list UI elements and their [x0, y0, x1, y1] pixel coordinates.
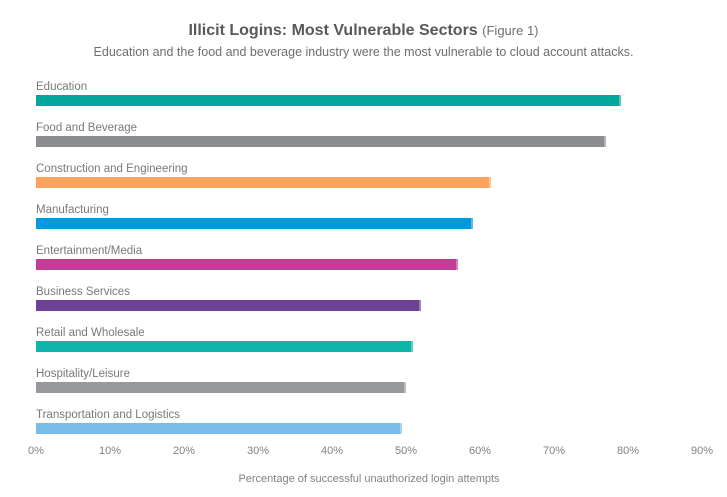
chart-title: Illicit Logins: Most Vulnerable Sectors … [0, 21, 727, 40]
bar-category-label: Transportation and Logistics [36, 409, 181, 421]
x-axis-tick-label: 30% [246, 445, 270, 457]
bar-track [36, 177, 702, 188]
bar-category-label: Manufacturing [36, 204, 109, 216]
bar-row: Construction and Engineering [36, 162, 702, 188]
bar [36, 177, 492, 188]
bar [36, 300, 421, 311]
x-axis-tick-label: 60% [468, 445, 492, 457]
bar-row: Business Services [36, 285, 702, 311]
bar-category-label: Business Services [36, 286, 130, 298]
bar-row: Transportation and Logistics [36, 408, 702, 434]
x-axis-tick-label: 70% [542, 445, 566, 457]
bar-category-label: Retail and Wholesale [36, 327, 145, 339]
bar [36, 136, 606, 147]
bar-row: Food and Beverage [36, 121, 702, 147]
bar-track [36, 423, 702, 434]
bar-row: Education [36, 80, 702, 106]
bar-track [36, 341, 702, 352]
x-axis-tick-label: 80% [616, 445, 639, 457]
x-axis-tick-label: 20% [172, 445, 195, 457]
bar [36, 341, 414, 352]
bar-track [36, 259, 702, 270]
bar-track [36, 300, 702, 311]
bar-row: Entertainment/Media [36, 244, 702, 270]
x-axis-tick-label: 50% [394, 445, 418, 457]
figure-number-label: (Figure 1) [482, 23, 539, 38]
bar-category-label: Education [36, 81, 88, 93]
chart-subtitle: Education and the food and beverage indu… [93, 45, 634, 59]
chart-header: Illicit Logins: Most Vulnerable Sectors … [0, 0, 727, 60]
x-axis-tick-label: 0% [28, 445, 44, 457]
x-axis-label: Percentage of successful unauthorized lo… [238, 473, 500, 485]
bar [36, 259, 458, 270]
x-axis-tick-label: 40% [320, 445, 343, 457]
chart-title-text: Illicit Logins: Most Vulnerable Sectors [188, 22, 478, 39]
x-axis: 0% 10% 20% 30% 40% 50% 60% 70% 80% 90% [28, 444, 713, 458]
bar-chart-plot-area: Education Food and Beverage Construction a… [36, 80, 702, 434]
bar [36, 423, 403, 434]
bar-category-label: Entertainment/Media [36, 245, 143, 257]
bar-track [36, 136, 702, 147]
x-axis-tick-label: 90% [690, 445, 714, 457]
bar-track [36, 382, 702, 393]
bar-track [36, 95, 702, 106]
bar-row: Manufacturing [36, 203, 702, 229]
bar-row: Retail and Wholesale [36, 326, 702, 352]
bar [36, 218, 473, 229]
bar-track [36, 218, 702, 229]
bar [36, 382, 406, 393]
bar-row: Hospitality/Leisure [36, 367, 702, 393]
bar-category-label: Food and Beverage [36, 122, 138, 134]
bar-category-label: Hospitality/Leisure [36, 368, 130, 380]
bar [36, 95, 621, 106]
bar-category-label: Construction and Engineering [36, 163, 188, 175]
x-axis-tick-label: 10% [98, 445, 121, 457]
